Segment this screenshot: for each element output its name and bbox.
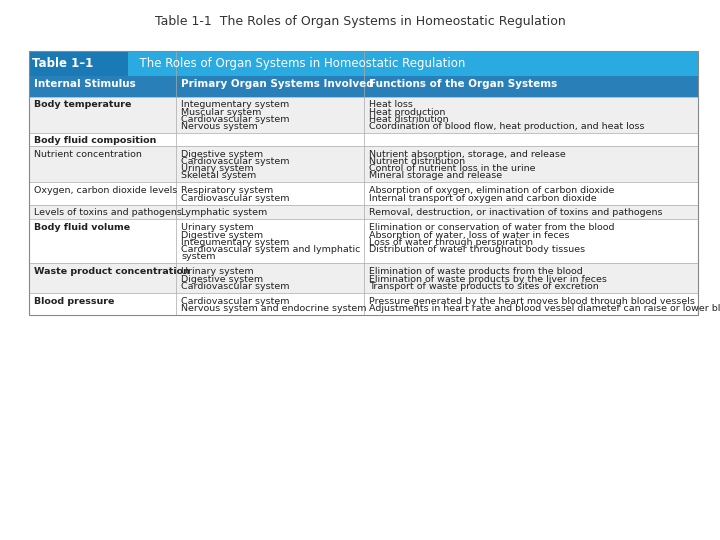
Text: The Roles of Organ Systems in Homeostatic Regulation: The Roles of Organ Systems in Homeostati…	[132, 57, 465, 70]
Text: Absorption of oxygen, elimination of carbon dioxide: Absorption of oxygen, elimination of car…	[369, 186, 614, 195]
Text: Cardiovascular system: Cardiovascular system	[181, 157, 289, 166]
Text: Transport of waste products to sites of excretion: Transport of waste products to sites of …	[369, 282, 598, 291]
Text: Body fluid composition: Body fluid composition	[34, 136, 156, 145]
Text: Digestive system: Digestive system	[181, 274, 264, 284]
Text: Muscular system: Muscular system	[181, 108, 261, 117]
Text: Mineral storage and release: Mineral storage and release	[369, 171, 502, 180]
Text: Control of nutrient loss in the urine: Control of nutrient loss in the urine	[369, 164, 535, 173]
Text: Adjustments in heart rate and blood vessel diameter can raise or lower blood pre: Adjustments in heart rate and blood vess…	[369, 304, 720, 313]
FancyBboxPatch shape	[364, 76, 698, 97]
Text: Pressure generated by the heart moves blood through blood vessels: Pressure generated by the heart moves bl…	[369, 296, 695, 306]
Text: Elimination or conservation of water from the blood: Elimination or conservation of water fro…	[369, 223, 614, 232]
Text: Skeletal system: Skeletal system	[181, 171, 256, 180]
Text: Heat loss: Heat loss	[369, 100, 413, 110]
Text: system: system	[181, 252, 216, 261]
Text: Digestive system: Digestive system	[181, 231, 264, 240]
Text: Internal Stimulus: Internal Stimulus	[34, 79, 135, 90]
FancyBboxPatch shape	[29, 133, 698, 146]
Text: Elimination of waste products by the liver in feces: Elimination of waste products by the liv…	[369, 274, 606, 284]
Text: Cardiovascular system: Cardiovascular system	[181, 115, 289, 124]
Text: Urinary system: Urinary system	[181, 223, 253, 232]
FancyBboxPatch shape	[29, 205, 698, 219]
Text: Coordination of blood flow, heat production, and heat loss: Coordination of blood flow, heat product…	[369, 122, 644, 131]
Text: Cardiovascular system: Cardiovascular system	[181, 296, 289, 306]
Text: Integumentary system: Integumentary system	[181, 100, 289, 110]
Text: Elimination of waste products from the blood: Elimination of waste products from the b…	[369, 267, 582, 276]
Text: Internal transport of oxygen and carbon dioxide: Internal transport of oxygen and carbon …	[369, 193, 596, 202]
Text: Table 1–1: Table 1–1	[32, 57, 94, 70]
Text: Lymphatic system: Lymphatic system	[181, 208, 267, 218]
FancyBboxPatch shape	[29, 264, 698, 293]
Text: Heat distribution: Heat distribution	[369, 115, 449, 124]
FancyBboxPatch shape	[29, 219, 698, 264]
FancyBboxPatch shape	[128, 51, 698, 76]
FancyBboxPatch shape	[29, 97, 698, 133]
Text: Body temperature: Body temperature	[34, 100, 131, 110]
Text: Waste product concentration: Waste product concentration	[34, 267, 189, 276]
FancyBboxPatch shape	[29, 51, 128, 76]
Text: Digestive system: Digestive system	[181, 150, 264, 159]
Text: Distribution of water throughout body tissues: Distribution of water throughout body ti…	[369, 245, 585, 254]
FancyBboxPatch shape	[29, 146, 698, 183]
Text: Loss of water through perspiration: Loss of water through perspiration	[369, 238, 533, 247]
Text: Nutrient distribution: Nutrient distribution	[369, 157, 465, 166]
Text: Nervous system and endocrine system: Nervous system and endocrine system	[181, 304, 366, 313]
Text: Urinary system: Urinary system	[181, 164, 253, 173]
Text: Levels of toxins and pathogens: Levels of toxins and pathogens	[34, 208, 181, 218]
Text: Functions of the Organ Systems: Functions of the Organ Systems	[369, 79, 557, 90]
Text: Urinary system: Urinary system	[181, 267, 253, 276]
Text: Primary Organ Systems Involved: Primary Organ Systems Involved	[181, 79, 374, 90]
FancyBboxPatch shape	[29, 183, 698, 205]
FancyBboxPatch shape	[176, 76, 364, 97]
Text: Body fluid volume: Body fluid volume	[34, 223, 130, 232]
Text: Absorption of water, loss of water in feces: Absorption of water, loss of water in fe…	[369, 231, 569, 240]
FancyBboxPatch shape	[29, 76, 176, 97]
FancyBboxPatch shape	[29, 293, 698, 315]
Text: Respiratory system: Respiratory system	[181, 186, 274, 195]
Text: Oxygen, carbon dioxide levels: Oxygen, carbon dioxide levels	[34, 186, 177, 195]
Text: Integumentary system: Integumentary system	[181, 238, 289, 247]
Text: Cardiovascular system: Cardiovascular system	[181, 193, 289, 202]
Text: Removal, destruction, or inactivation of toxins and pathogens: Removal, destruction, or inactivation of…	[369, 208, 662, 218]
Text: Blood pressure: Blood pressure	[34, 296, 114, 306]
Text: Heat production: Heat production	[369, 108, 445, 117]
Text: Table 1-1  The Roles of Organ Systems in Homeostatic Regulation: Table 1-1 The Roles of Organ Systems in …	[155, 15, 565, 28]
Text: Nutrient absorption, storage, and release: Nutrient absorption, storage, and releas…	[369, 150, 565, 159]
Text: Nervous system: Nervous system	[181, 122, 258, 131]
Text: Cardiovascular system and lymphatic: Cardiovascular system and lymphatic	[181, 245, 361, 254]
Text: Nutrient concentration: Nutrient concentration	[34, 150, 142, 159]
Text: Cardiovascular system: Cardiovascular system	[181, 282, 289, 291]
